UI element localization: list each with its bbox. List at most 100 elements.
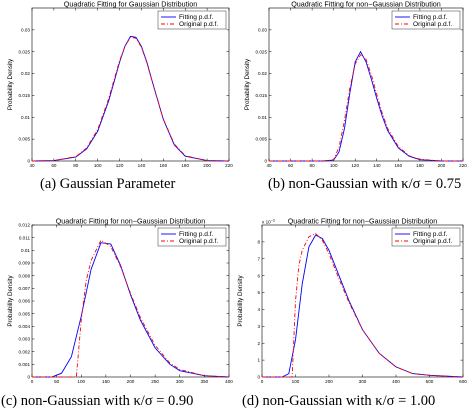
plot-frame <box>31 224 230 378</box>
x-tick-label: 300 <box>176 379 184 384</box>
y-tick-label: 0.005 <box>19 137 31 142</box>
y-tick-label: 0.011 <box>19 235 31 240</box>
x-tick-label: 80 <box>310 163 316 168</box>
legend-box <box>391 227 461 247</box>
y-tick-label: 5 <box>257 290 260 295</box>
legend: Fitting p.d.f.Original p.d.f. <box>157 227 227 247</box>
x-tick-label: 160 <box>159 163 167 168</box>
x-tick-label: 200 <box>325 379 333 384</box>
x-tick-label: 160 <box>394 163 402 168</box>
legend: Fitting p.d.f.Original p.d.f. <box>157 10 227 30</box>
x-tick-label: 100 <box>77 379 85 384</box>
legend-label: Fitting p.d.f. <box>179 231 214 238</box>
y-tick-label: 0.005 <box>256 137 268 142</box>
x-tick-label: 220 <box>225 163 233 168</box>
y-tick-label: 0 <box>257 375 260 380</box>
y-tick-label: 0.002 <box>19 349 31 354</box>
x-tick-label: 400 <box>392 379 400 384</box>
legend-label: Fitting p.d.f. <box>413 231 448 238</box>
legend-label: Original p.d.f. <box>413 21 452 28</box>
chart-title: Quadratic Fitting for non−Gaussian Distr… <box>56 217 206 226</box>
series-line-original <box>269 54 463 162</box>
legend-label: Original p.d.f. <box>179 238 218 245</box>
y-tick-label: 0 <box>27 159 30 164</box>
series-line-original <box>31 36 230 162</box>
chart-title: Quadratic Fitting for Gaussian Distribut… <box>64 0 197 9</box>
y-axis-label: Probability Density <box>244 58 251 110</box>
legend-label: Original p.d.f. <box>413 238 452 245</box>
series-line-fitting <box>32 242 230 378</box>
y-tick-label: 0 <box>264 159 267 164</box>
x-tick-label: 180 <box>416 163 424 168</box>
y-tick-label: 0.02 <box>21 71 30 76</box>
x-tick-label: 180 <box>181 163 189 168</box>
x-tick-label: 120 <box>116 163 124 168</box>
x-tick-label: 100 <box>94 163 102 168</box>
x-tick-label: 400 <box>225 379 233 384</box>
x-tick-label: 60 <box>51 163 57 168</box>
y-tick-label: 0.005 <box>19 311 31 316</box>
y-tick-label: 0.01 <box>21 248 30 253</box>
y-tick-label: 0.03 <box>258 27 267 32</box>
y-tick-label: 0.01 <box>21 115 30 120</box>
legend: Fitting p.d.f.Original p.d.f. <box>391 227 461 247</box>
caption-d: (d) non-Gaussian with κ/σ = 1.00 <box>242 393 436 409</box>
y-tick-label: 0.015 <box>19 93 31 98</box>
y-tick-label: 0.012 <box>19 223 31 228</box>
y-tick-label: 0.006 <box>19 299 31 304</box>
y-tick-label: 0 <box>27 375 30 380</box>
caption-b: (b) non-Gaussian with κ/σ = 0.75 <box>268 176 462 192</box>
plot-frame <box>31 7 230 162</box>
y-axis-label: Probability Density <box>7 274 14 326</box>
chart-2: Quadratic Fitting for non−Gaussian Distr… <box>244 0 467 168</box>
y-tick-label: 0.008 <box>19 273 31 278</box>
x-tick-label: 0 <box>31 379 34 384</box>
chart-1: Quadratic Fitting for Gaussian Distribut… <box>7 0 233 168</box>
x-tick-label: 50 <box>54 379 60 384</box>
series-line-original <box>32 239 230 378</box>
x-tick-label: 220 <box>459 163 467 168</box>
y-tick-label: 0.025 <box>256 49 268 54</box>
chart-3: Quadratic Fitting for non−Gaussian Distr… <box>7 217 233 385</box>
x-tick-label: 40 <box>266 163 272 168</box>
legend-label: Fitting p.d.f. <box>413 14 448 21</box>
x-tick-label: 0 <box>261 379 264 384</box>
y-tick-label: 2 <box>257 341 260 346</box>
y-tick-label: 0.001 <box>19 362 31 367</box>
legend: Fitting p.d.f.Original p.d.f. <box>391 10 461 30</box>
x-tick-label: 120 <box>351 163 359 168</box>
y-tick-label: 0.01 <box>258 115 267 120</box>
x-tick-label: 350 <box>201 379 209 384</box>
x-tick-label: 200 <box>203 163 211 168</box>
x-tick-label: 200 <box>127 379 135 384</box>
y-tick-label: 0.025 <box>19 49 31 54</box>
y-tick-label: 0.03 <box>21 27 30 32</box>
x-tick-label: 60 <box>288 163 294 168</box>
chart-title: Quadratic Fitting for non−Gaussian Distr… <box>288 217 438 226</box>
series-line-fitting <box>31 35 230 162</box>
y-axis-label: Probability Density <box>237 274 244 326</box>
x-tick-label: 100 <box>330 163 338 168</box>
caption-c: (c) non-Gaussian with κ/σ = 0.90 <box>1 393 194 409</box>
y-tick-label: 0.007 <box>19 286 31 291</box>
x-tick-label: 80 <box>73 163 79 168</box>
chart-4: Quadratic Fitting for non−Gaussian Distr… <box>237 217 467 385</box>
plot-frame <box>268 7 464 162</box>
legend-box <box>391 10 461 30</box>
plot-frame <box>261 224 464 378</box>
x-tick-label: 140 <box>373 163 381 168</box>
legend-box <box>157 227 227 247</box>
y-tick-label: 0.02 <box>258 71 267 76</box>
x-tick-label: 150 <box>102 379 110 384</box>
x-tick-label: 500 <box>426 379 434 384</box>
y-tick-label: 3 <box>257 324 260 329</box>
y-tick-label: 6 <box>257 273 260 278</box>
y-tick-label: 7 <box>257 256 260 261</box>
x-tick-label: 300 <box>359 379 367 384</box>
y-axis-exponent: x 10−3 <box>262 219 275 225</box>
y-tick-label: 1 <box>257 358 260 363</box>
y-axis-label: Probability Density <box>7 58 14 110</box>
y-tick-label: 0.015 <box>256 93 268 98</box>
y-tick-label: 8 <box>257 239 260 244</box>
